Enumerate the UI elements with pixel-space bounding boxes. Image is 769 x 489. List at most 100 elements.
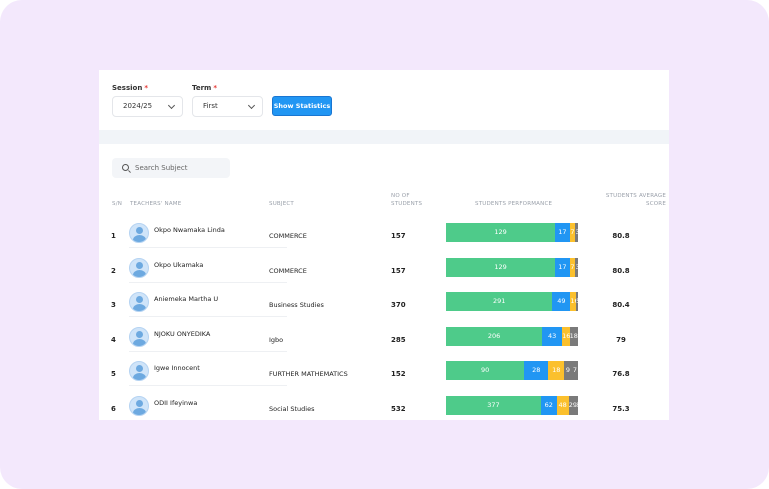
student-count: 157 [391, 267, 406, 275]
avatar [129, 327, 149, 347]
row-sn: 2 [111, 267, 116, 275]
average-score: 80.4 [612, 301, 630, 309]
row-sn: 6 [111, 405, 116, 413]
search-subject-input[interactable]: Search Subject [112, 158, 230, 178]
student-count: 532 [391, 405, 406, 413]
subject-name: Social Studies [269, 405, 315, 413]
performance-segment: 129 [446, 258, 556, 277]
teacher-name: ODII Ifeyinwa [154, 399, 198, 407]
performance-segment: 90 [446, 361, 525, 380]
session-select[interactable]: 2024/25 [112, 96, 183, 117]
average-score: 75.3 [612, 405, 630, 413]
teacher-name: Igwe Innocent [154, 364, 200, 372]
performance-segment: 17 [555, 223, 570, 242]
avatar [129, 223, 149, 243]
session-label: Session * [112, 84, 148, 92]
performance-segment: 377 [446, 396, 541, 415]
subject-name: COMMERCE [269, 232, 307, 240]
performance-bar: 129 17 7 3 [446, 258, 578, 277]
row-sn: 3 [111, 301, 116, 309]
performance-segment: 49 [552, 292, 571, 311]
performance-segment: 7 [569, 258, 576, 277]
search-placeholder: Search Subject [135, 164, 188, 172]
header-average: STUDENTS AVERAGE SCORE [605, 193, 666, 207]
table-row: 3 Aniemeka Martha U Business Studies 370 291… [99, 287, 669, 321]
average-score: 80.8 [612, 232, 630, 240]
performance-segment: 62 [540, 396, 557, 415]
average-score: 76.8 [612, 370, 630, 378]
performance-segment: 16 [570, 292, 577, 311]
section-divider [99, 130, 669, 144]
performance-segment: 206 [446, 327, 543, 346]
subject-name: Igbo [269, 336, 284, 344]
performance-segment: 129 [446, 223, 556, 242]
average-score: 80.8 [612, 267, 630, 275]
performance-bar: 3776248298 [446, 396, 579, 415]
average-score: 79 [616, 336, 626, 344]
subject-name: Business Studies [269, 301, 324, 309]
table-row: 2 Okpo Ukamaka COMMERCE 157 129 17 7 3 80.8 [99, 253, 669, 287]
subject-name: FURTHER MATHEMATICS [269, 370, 348, 378]
filter-bar: Session * 2024/25 Term * First Show Statis… [99, 70, 669, 130]
performance-segment: 29 [568, 396, 576, 415]
row-sn: 1 [111, 232, 116, 240]
header-students: NO OF STUDENTS [391, 193, 423, 207]
chevron-down-icon [167, 101, 176, 110]
chevron-down-icon [247, 101, 256, 110]
student-count: 370 [391, 301, 406, 309]
performance-segment: 28 [524, 361, 549, 380]
table-row: 4 NJOKU ONYEDIKA Igbo 285 206 43 16 18 79 [99, 322, 669, 356]
performance-segment: 5 [576, 292, 578, 311]
term-value: First [203, 102, 218, 110]
teacher-name: NJOKU ONYEDIKA [154, 330, 211, 338]
teacher-name: Okpo Ukamaka [154, 261, 204, 269]
teacher-name: Okpo Nwamaka Linda [154, 226, 225, 234]
performance-bar: 90 28 18 9 7 [446, 361, 578, 380]
header-performance: STUDENTS PERFORMANCE [475, 201, 553, 207]
row-divider [129, 247, 287, 248]
performance-bar: 29149165 [446, 292, 578, 311]
performance-segment: 3 [575, 223, 578, 242]
student-count: 152 [391, 370, 406, 378]
teacher-name: Aniemeka Martha U [154, 295, 219, 303]
table-row: 1 Okpo Nwamaka Linda COMMERCE 157 129 17 7 3 80.… [99, 218, 669, 252]
row-divider [129, 351, 287, 352]
row-sn: 5 [111, 370, 116, 378]
subject-name: COMMERCE [269, 267, 307, 275]
term-label: Term * [192, 84, 218, 92]
avatar [129, 258, 149, 278]
row-divider [129, 282, 287, 283]
session-value: 2024/25 [123, 102, 153, 110]
avatar [129, 396, 149, 416]
performance-bar: 129 17 7 3 [446, 223, 578, 242]
row-sn: 4 [111, 336, 116, 344]
performance-bar: 206 43 16 18 [446, 327, 578, 346]
performance-segment: 3 [575, 258, 578, 277]
performance-segment: 7 [571, 361, 578, 380]
term-select[interactable]: First [192, 96, 263, 117]
header-sn: S/N [112, 201, 123, 207]
performance-segment: 16 [562, 327, 570, 346]
student-count: 285 [391, 336, 406, 344]
performance-segment: 48 [556, 396, 569, 415]
row-divider [129, 385, 287, 386]
performance-segment: 7 [569, 223, 576, 242]
avatar [129, 361, 149, 381]
performance-segment: 43 [542, 327, 563, 346]
show-statistics-button[interactable]: Show Statistics [272, 96, 332, 116]
performance-segment: 17 [555, 258, 570, 277]
performance-segment: 8 [576, 396, 579, 415]
performance-segment: 18 [569, 327, 578, 346]
header-teacher: TEACHERS' NAME [130, 201, 182, 207]
avatar [129, 292, 149, 312]
student-count: 157 [391, 232, 406, 240]
header-subject: SUBJECT [269, 201, 294, 207]
performance-segment: 9 [564, 361, 572, 380]
statistics-card: Session * 2024/25 Term * First Show Statis… [99, 70, 669, 420]
performance-segment: 18 [548, 361, 565, 380]
row-divider [129, 316, 287, 317]
performance-segment: 291 [446, 292, 553, 311]
table-row: 6 ODII Ifeyinwa Social Studies 532 377 62 48 29… [99, 391, 669, 420]
search-icon [122, 164, 129, 171]
table-row: 5 Igwe Innocent FURTHER MATHEMATICS 152 90 28… [99, 356, 669, 390]
